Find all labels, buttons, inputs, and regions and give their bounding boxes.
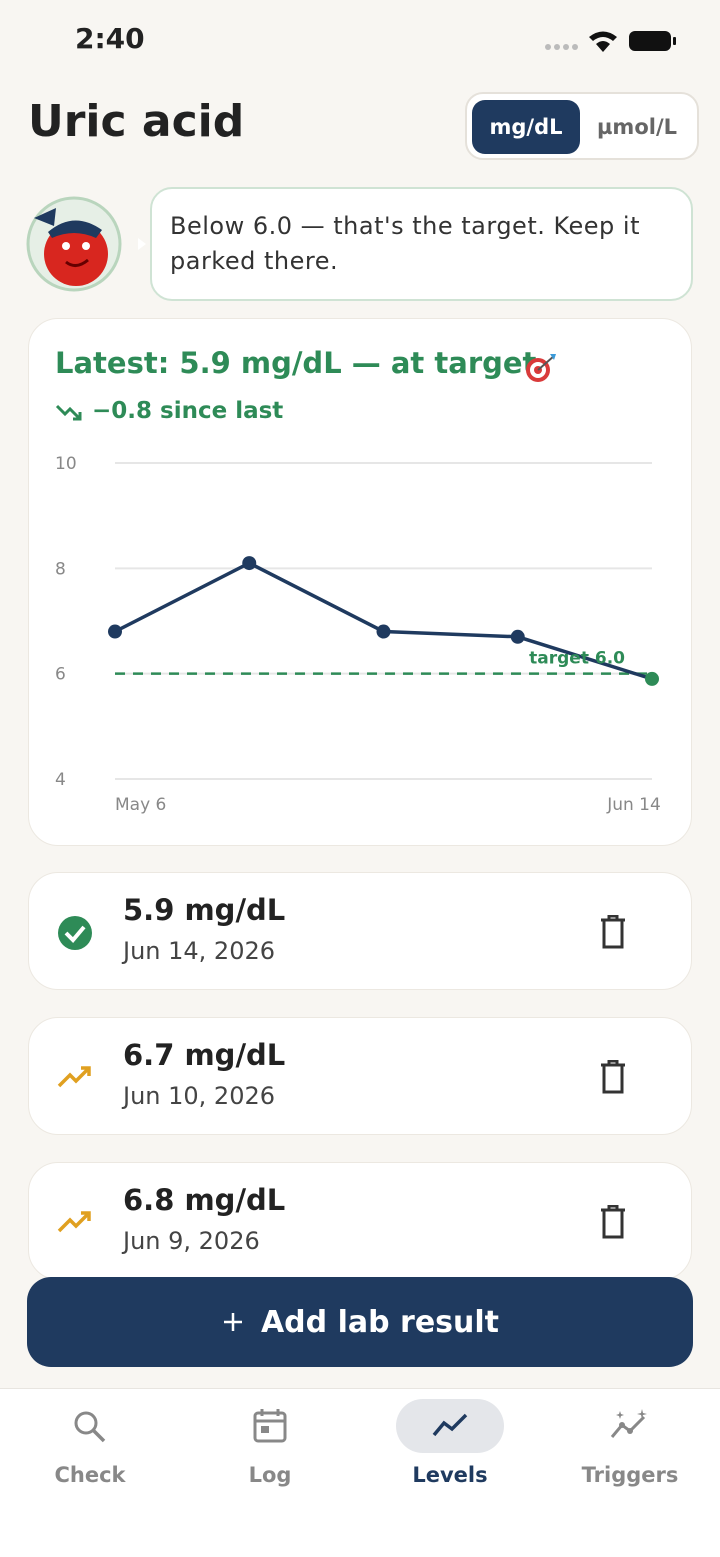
tab-label: Triggers xyxy=(581,1463,679,1487)
y-tick-label: 10 xyxy=(55,454,77,474)
y-tick-label: 8 xyxy=(55,559,66,579)
unit-toggle: mg/dL µmol/L xyxy=(465,92,699,160)
result-card: 6.7 mg/dL Jun 10, 2026 xyxy=(28,1017,692,1135)
status-time: 2:40 xyxy=(75,22,145,55)
trash-icon xyxy=(601,915,625,949)
plus-icon xyxy=(223,1313,242,1331)
chart: 4 6 8 10 May 6 Jun 14 target 6.0 xyxy=(55,454,661,815)
tab[interactable]: Triggers xyxy=(540,1389,720,1509)
tab-icon xyxy=(253,1409,287,1443)
result-date: Jun 14, 2026 xyxy=(123,937,276,965)
trash-icon xyxy=(601,1205,625,1239)
trash-icon xyxy=(601,1060,625,1094)
data-point xyxy=(645,671,659,686)
delete-button[interactable] xyxy=(599,1205,627,1239)
result-value: 6.7 mg/dL xyxy=(123,1038,286,1072)
status-icons xyxy=(545,31,676,52)
unit-option[interactable]: mg/dL xyxy=(472,100,580,154)
data-point xyxy=(376,624,391,639)
trend-down-icon xyxy=(55,404,82,421)
tab[interactable]: Levels xyxy=(360,1389,540,1509)
target-label: target 6.0 xyxy=(529,649,625,669)
tab-icon xyxy=(396,1399,504,1453)
unit-option[interactable]: µmol/L xyxy=(596,115,677,139)
result-date: Jun 10, 2026 xyxy=(123,1082,276,1110)
tab[interactable]: Check xyxy=(0,1389,180,1509)
latest-reading: Latest: 5.9 mg/dL — at target xyxy=(55,346,536,380)
tab-icon xyxy=(610,1409,647,1438)
tab[interactable]: Log xyxy=(180,1389,360,1509)
result-card: 5.9 mg/dL Jun 14, 2026 xyxy=(28,872,692,990)
tab-icon xyxy=(74,1411,106,1443)
tab-label: Levels xyxy=(412,1463,488,1487)
trend-up-icon xyxy=(57,1211,91,1233)
add-button[interactable]: Add lab result xyxy=(27,1277,693,1367)
status-ok-icon xyxy=(58,916,92,950)
tab-label: Check xyxy=(54,1463,126,1487)
page-title: Uric acid xyxy=(28,96,245,147)
result-value: 5.9 mg/dL xyxy=(123,893,286,927)
x-tick-label: May 6 xyxy=(115,795,166,815)
delete-button[interactable] xyxy=(599,915,627,949)
y-tick-label: 4 xyxy=(55,770,66,790)
data-point xyxy=(242,556,257,571)
latest-text: Latest: 5.9 mg/dL — at target xyxy=(55,346,537,380)
chart-card xyxy=(28,318,692,846)
y-tick-label: 6 xyxy=(55,665,66,685)
target-icon xyxy=(526,354,556,382)
result-card: 6.8 mg/dL Jun 9, 2026 xyxy=(28,1162,692,1280)
delete-button[interactable] xyxy=(599,1060,627,1094)
trend-up-icon xyxy=(57,1066,91,1088)
coach-message: Below 6.0 — that's the target. Keep it p… xyxy=(150,187,693,301)
data-point xyxy=(108,624,122,639)
mascot xyxy=(26,196,146,292)
change-since-last: −0.8 since last xyxy=(92,398,284,424)
x-tick-label: Jun 14 xyxy=(606,795,661,815)
data-point xyxy=(510,629,525,644)
tab-label: Log xyxy=(248,1463,292,1487)
add-button-label: Add lab result xyxy=(260,1304,500,1340)
result-value: 6.8 mg/dL xyxy=(123,1183,286,1217)
result-date: Jun 9, 2026 xyxy=(123,1227,260,1255)
tab-bar: Check Log Levels Triggers xyxy=(0,1388,720,1557)
